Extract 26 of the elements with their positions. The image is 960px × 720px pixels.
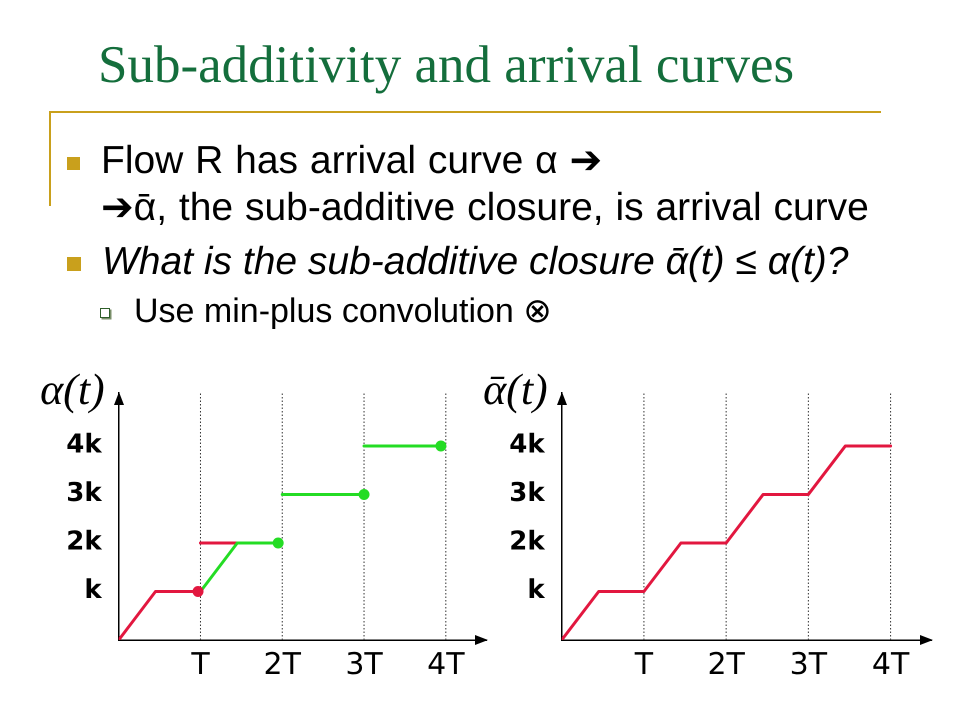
- y-tick-label: 4k: [509, 430, 546, 460]
- x-tick-label: T: [634, 646, 654, 682]
- y-tick-label: k: [527, 575, 546, 606]
- point: [272, 537, 284, 548]
- text: Sub-additivity and arrival curves: [98, 36, 794, 94]
- x-tick-label: 4T: [427, 646, 466, 682]
- x-tick-label: 2T: [264, 646, 302, 682]
- y-tick-label: 2k: [509, 526, 546, 557]
- x-tick-label: 2T: [707, 646, 746, 682]
- y-axis-title: ᾱ(t): [483, 365, 548, 414]
- y-tick-label: 2k: [66, 526, 102, 557]
- y-tick-label: 3k: [66, 478, 102, 508]
- y-tick-label: k: [84, 575, 102, 606]
- text: Flow R has arrival curve α ➔ ➔ᾱ, the sub-additive closure, is arrival curve: [101, 138, 869, 230]
- y-tick-label: 4k: [66, 430, 102, 460]
- y-axis-title: α(t): [40, 365, 105, 414]
- x-tick-label: 3T: [345, 646, 384, 682]
- y-tick-label: 3k: [509, 478, 546, 508]
- text: Use min-plus convolution ⊗: [134, 291, 552, 331]
- text: What is the sub-additive closure ᾱ(t) ≤ α(t)?: [102, 238, 848, 284]
- point: [192, 586, 204, 597]
- point: [435, 440, 446, 452]
- x-tick-label: 3T: [790, 646, 828, 682]
- point: [358, 488, 370, 500]
- x-tick-label: T: [190, 646, 210, 682]
- x-tick-label: 4T: [872, 646, 910, 682]
